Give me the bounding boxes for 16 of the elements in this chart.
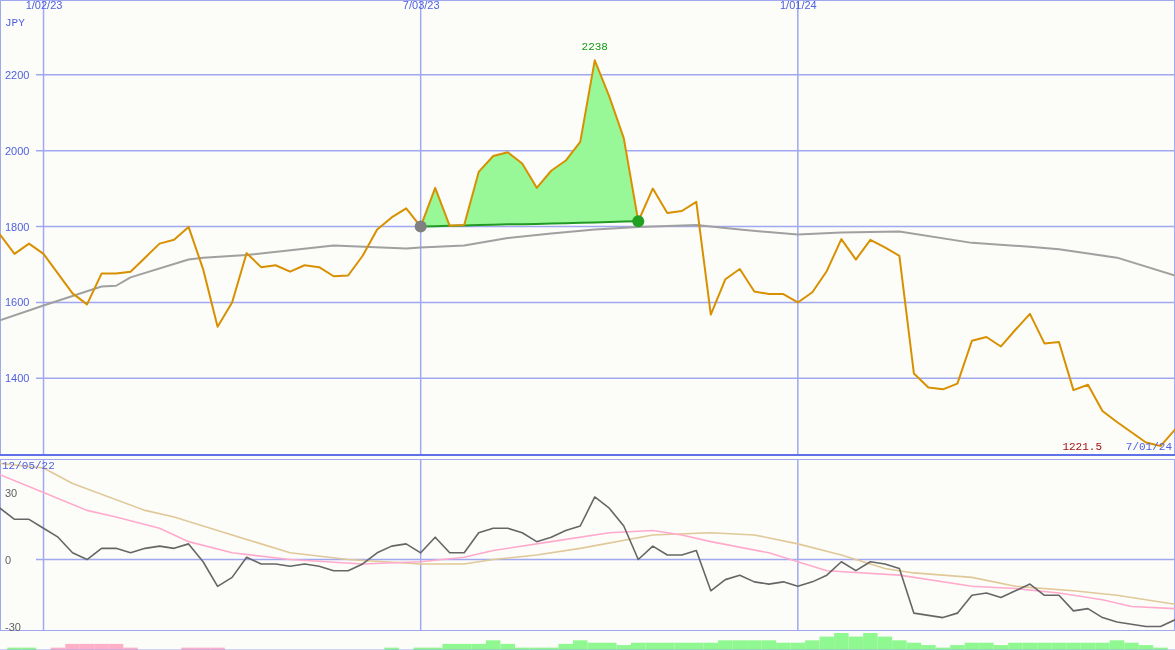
y-tick-label: 1600 [5,296,30,309]
y-tick-label: 1400 [5,372,30,385]
annotation: 1221.5 [1062,441,1102,453]
y-tick-label: 2000 [5,144,30,157]
x-tick-label: 1/01/24 [779,0,817,11]
annotation: 12/05/22 [2,460,55,472]
annotation: 2238 [581,41,608,54]
y-tick-label: 2200 [5,68,30,81]
y-tick-label: 1800 [5,220,30,233]
annotation: 7/01/24 [1125,441,1173,453]
y-tick-label: 0 [5,553,12,566]
x-tick-label: 7/03/23 [402,0,440,11]
y-axis-title: JPY [5,17,26,29]
y-tick-label: 30 [5,486,18,499]
y-tick-label: -30 [5,620,21,633]
x-tick-label: 1/02/23 [25,0,63,11]
